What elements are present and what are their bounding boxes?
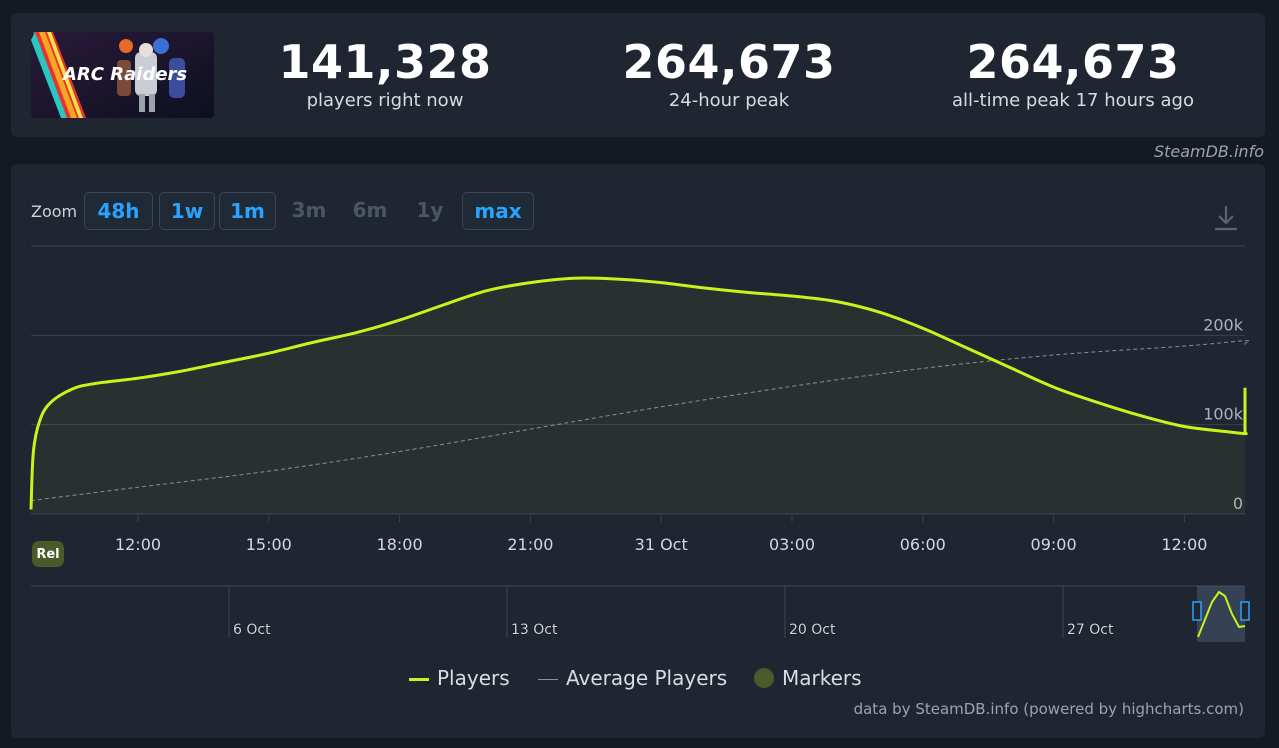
- stat-all-time-peak: 264,673 all-time peak 17 hours ago: [931, 35, 1215, 113]
- y-axis-labels: 0 100k 200k: [1203, 315, 1244, 513]
- zoom-1w-button[interactable]: 1w: [159, 192, 215, 230]
- x-tick-label: 03:00: [769, 535, 815, 554]
- chart-legend: Players Average Players Markers: [11, 664, 1265, 694]
- zoom-48h-button[interactable]: 48h: [84, 192, 153, 230]
- navigator-tick-label: 13 Oct: [511, 622, 558, 638]
- game-logo[interactable]: ARC Raiders: [31, 32, 214, 118]
- navigator-tick-label: 20 Oct: [789, 622, 836, 638]
- zoom-label: Zoom: [31, 202, 78, 221]
- navigator-ticks: 6 Oct 13 Oct 20 Oct 27 Oct: [228, 586, 1114, 638]
- stat-all-time-peak-label: all-time peak 17 hours ago: [951, 90, 1194, 111]
- x-tick-label: 06:00: [900, 535, 946, 554]
- stat-current-value: 141,328: [278, 35, 492, 89]
- navigator[interactable]: 6 Oct 13 Oct 20 Oct 27 Oct: [11, 582, 1265, 652]
- zoom-3m-button: 3m: [291, 198, 327, 222]
- stat-24h-peak-label: 24-hour peak: [668, 90, 790, 111]
- y-tick-label: 100k: [1203, 405, 1244, 424]
- players-line[interactable]: [29, 276, 1248, 510]
- navigator-left-handle[interactable]: [1192, 601, 1202, 621]
- navigator-tick-label: 6 Oct: [233, 622, 271, 638]
- legend-average-label: Average Players: [566, 666, 728, 690]
- y-tick-label: 0: [1233, 494, 1243, 513]
- player-chart[interactable]: 0 100k 200k 12:00 15:00 18:00 21:00 31 Oct 03:0…: [11, 240, 1265, 580]
- data-credit[interactable]: data by SteamDB.info (powered by highcha…: [853, 700, 1244, 718]
- chart-grid: [31, 245, 1245, 515]
- game-logo-text: ARC Raiders: [61, 64, 187, 85]
- zoom-1y-button: 1y: [416, 198, 444, 222]
- game-logo-art: ARC Raiders: [31, 32, 214, 118]
- zoom-6m-button: 6m: [352, 198, 388, 222]
- legend-item-markers[interactable]: Markers: [754, 664, 862, 692]
- players-line-icon: [409, 678, 429, 681]
- x-tick-label: 18:00: [377, 535, 423, 554]
- download-icon[interactable]: [1214, 204, 1238, 232]
- stat-current: 141,328 players right now: [243, 35, 527, 113]
- x-tick-label: 12:00: [115, 535, 161, 554]
- x-tick-label: 12:00: [1161, 535, 1207, 554]
- stats-header: ARC Raiders 141,328 players right now 26…: [11, 13, 1265, 137]
- x-tick-label: 21:00: [507, 535, 553, 554]
- x-axis-labels: 12:00 15:00 18:00 21:00 31 Oct 03:00 06:00 09:0…: [115, 514, 1207, 554]
- legend-item-average-players[interactable]: Average Players: [538, 664, 727, 692]
- y-tick-label: 200k: [1203, 315, 1244, 334]
- legend-item-players[interactable]: Players: [409, 664, 510, 692]
- release-marker[interactable]: Rel: [32, 541, 64, 567]
- navigator-range[interactable]: [1197, 586, 1245, 642]
- x-tick-label: 09:00: [1031, 535, 1077, 554]
- stat-current-label: players right now: [306, 90, 464, 111]
- chart-panel: Zoom 48h 1w 1m 3m 6m 1y max 0 100k 200k 12…: [11, 164, 1265, 738]
- release-marker-label: Rel: [36, 547, 59, 562]
- markers-circle-icon: [754, 667, 774, 688]
- navigator-tick-label: 27 Oct: [1067, 622, 1114, 638]
- stat-24h-peak-value: 264,673: [622, 35, 836, 89]
- zoom-max-button[interactable]: max: [462, 192, 534, 230]
- average-line-icon: [538, 679, 558, 680]
- steamdb-credit[interactable]: SteamDB.info: [1153, 142, 1264, 161]
- x-tick-label: 15:00: [246, 535, 292, 554]
- legend-markers-label: Markers: [782, 666, 862, 690]
- stat-all-time-peak-value: 264,673: [966, 35, 1180, 89]
- zoom-1m-button[interactable]: 1m: [219, 192, 276, 230]
- x-tick-label: 31 Oct: [635, 535, 688, 554]
- stat-24h-peak: 264,673 24-hour peak: [587, 35, 871, 113]
- navigator-series: [1197, 590, 1246, 638]
- navigator-right-handle[interactable]: [1240, 601, 1250, 621]
- legend-players-label: Players: [437, 666, 510, 690]
